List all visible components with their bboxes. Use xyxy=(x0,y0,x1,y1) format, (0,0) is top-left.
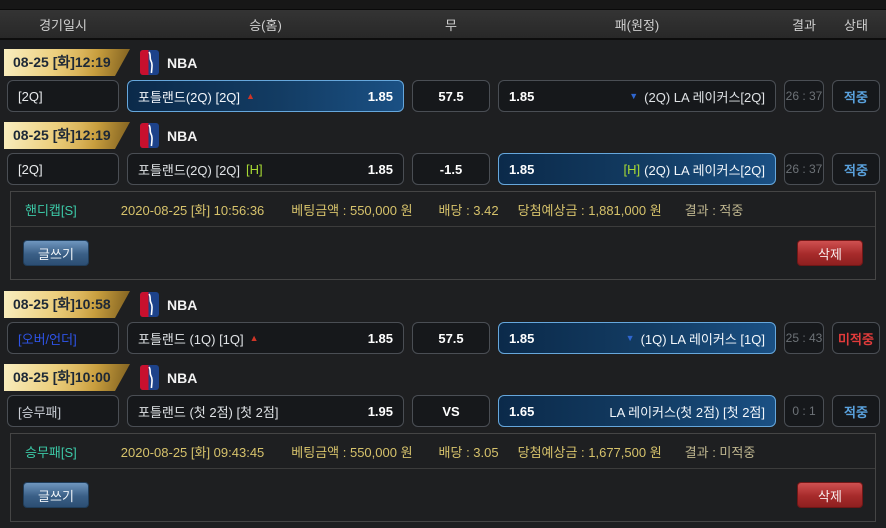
league-name: NBA xyxy=(167,296,198,313)
league-label: NBA xyxy=(140,292,197,317)
bet-datetime: 2020-08-25 [화] 09:43:45 xyxy=(120,444,265,460)
line-value[interactable]: 57.5 xyxy=(412,322,490,354)
write-post-button[interactable]: 글쓰기 xyxy=(23,240,89,266)
top-strip xyxy=(0,0,886,10)
line-value[interactable]: VS xyxy=(412,395,490,427)
league-name: NBA xyxy=(167,369,198,386)
nba-logo-icon xyxy=(140,365,159,390)
nba-logo-icon xyxy=(140,123,159,148)
score: 26 : 37 xyxy=(784,153,824,185)
match-header: 08-25 [화]10:00 NBA xyxy=(0,360,886,395)
nba-logo-icon xyxy=(140,50,159,75)
write-post-button[interactable]: 글쓰기 xyxy=(23,482,89,508)
away-bet-option[interactable]: 1.65 LA 레이커스(첫 2점) [첫 2점] xyxy=(498,395,776,427)
match-header: 08-25 [화]10:58 NBA xyxy=(0,287,886,322)
match-datetime-badge: 08-25 [화]12:19 xyxy=(4,49,130,76)
match-header: 08-25 [화]12:19 NBA xyxy=(0,118,886,153)
bet-summary: 핸디캡[S] 2020-08-25 [화] 10:56:36 베팅금액 : 55… xyxy=(11,192,875,227)
home-handicap-tag: [H] xyxy=(246,161,263,177)
league-label: NBA xyxy=(140,365,197,390)
expected-winnings: 당첨예상금 : 1,677,500 원 xyxy=(517,444,662,460)
delete-button[interactable]: 삭제 xyxy=(797,240,863,266)
score: 25 : 43 xyxy=(784,322,824,354)
away-bet-option[interactable]: 1.85 ▼ (2Q) LA 레이커스[2Q] xyxy=(498,80,776,112)
bet-row: [2Q] 포틀랜드(2Q) [2Q] ▲ 1.85 57.5 1.85 ▼ (2… xyxy=(0,80,886,112)
market-label: [오버/언더] xyxy=(7,322,119,354)
bet-datetime: 2020-08-25 [화] 10:56:36 xyxy=(120,202,265,218)
table-header: 경기일시 승(홈) 무 패(원정) 결과 상태 xyxy=(0,10,886,40)
col-header-home-win: 승(홈) xyxy=(249,17,282,33)
bet-row: [2Q] 포틀랜드(2Q) [2Q] [H] 1.85 -1.5 1.85 [H… xyxy=(0,153,886,185)
away-bet-option[interactable]: 1.85 ▼ (1Q) LA 레이커스 [1Q] xyxy=(498,322,776,354)
match-datetime-badge: 08-25 [화]12:19 xyxy=(4,122,130,149)
bet-odds: 배당 : 3.42 xyxy=(438,202,499,218)
ticket-footer: 승무패[S] 2020-08-25 [화] 09:43:45 베팅금액 : 55… xyxy=(10,433,876,522)
home-bet-option[interactable]: 포틀랜드(2Q) [2Q] ▲ 1.85 xyxy=(127,80,404,112)
line-value[interactable]: -1.5 xyxy=(412,153,490,185)
col-header-result: 결과 xyxy=(792,17,816,33)
bet-type: 핸디캡[S] xyxy=(25,202,77,218)
bet-amount: 베팅금액 : 550,000 원 xyxy=(291,202,413,218)
nba-logo-icon xyxy=(140,292,159,317)
bet-odds: 배당 : 3.05 xyxy=(438,444,499,460)
col-header-datetime: 경기일시 xyxy=(39,17,87,33)
bet-amount: 베팅금액 : 550,000 원 xyxy=(291,444,413,460)
bet-result: 결과 : 적중 xyxy=(684,202,744,218)
match-datetime-badge: 08-25 [화]10:00 xyxy=(4,364,130,391)
score: 0 : 1 xyxy=(784,395,824,427)
delete-button[interactable]: 삭제 xyxy=(797,482,863,508)
league-name: NBA xyxy=(167,127,198,144)
status-badge: 적중 xyxy=(832,80,880,112)
bet-type: 승무패[S] xyxy=(25,444,77,460)
score: 26 : 37 xyxy=(784,80,824,112)
line-value[interactable]: 57.5 xyxy=(412,80,490,112)
bet-row: [오버/언더] 포틀랜드 (1Q) [1Q] ▲ 1.85 57.5 1.85 … xyxy=(0,322,886,354)
expected-winnings: 당첨예상금 : 1,881,000 원 xyxy=(517,202,662,218)
match-datetime-badge: 08-25 [화]10:58 xyxy=(4,291,130,318)
odds-down-icon: ▼ xyxy=(629,91,639,101)
bet-summary: 승무패[S] 2020-08-25 [화] 09:43:45 베팅금액 : 55… xyxy=(11,434,875,469)
odds-down-icon: ▼ xyxy=(625,333,635,343)
home-bet-option[interactable]: 포틀랜드 (1Q) [1Q] ▲ 1.85 xyxy=(127,322,404,354)
ticket-footer: 핸디캡[S] 2020-08-25 [화] 10:56:36 베팅금액 : 55… xyxy=(10,191,876,280)
match-header: 08-25 [화]12:19 NBA xyxy=(0,45,886,80)
market-label: [승무패] xyxy=(7,395,119,427)
status-badge: 미적중 xyxy=(832,322,880,354)
ticket-actions: 글쓰기 삭제 xyxy=(11,227,875,279)
bet-ticket: 08-25 [화]12:19 NBA [2Q] 포틀랜드(2Q) [2Q] ▲ … xyxy=(0,45,886,280)
away-handicap-tag: [H] xyxy=(623,161,641,177)
status-badge: 적중 xyxy=(832,153,880,185)
bet-result: 결과 : 미적중 xyxy=(684,444,756,460)
bet-row: [승무패] 포틀랜드 (첫 2점) [첫 2점] 1.95 VS 1.65 LA… xyxy=(0,395,886,427)
col-header-status: 상태 xyxy=(844,17,868,33)
col-header-draw: 무 xyxy=(445,17,457,33)
market-label: [2Q] xyxy=(7,153,119,185)
market-label: [2Q] xyxy=(7,80,119,112)
away-bet-option[interactable]: 1.85 [H] (2Q) LA 레이커스[2Q] xyxy=(498,153,776,185)
ticket-actions: 글쓰기 삭제 xyxy=(11,469,875,521)
col-header-away-win: 패(원정) xyxy=(614,17,660,33)
home-bet-option[interactable]: 포틀랜드(2Q) [2Q] [H] 1.85 xyxy=(127,153,404,185)
league-label: NBA xyxy=(140,123,197,148)
league-name: NBA xyxy=(167,54,198,71)
odds-up-icon: ▲ xyxy=(249,333,259,343)
bet-ticket: 08-25 [화]10:58 NBA [오버/언더] 포틀랜드 (1Q) [1Q… xyxy=(0,287,886,522)
odds-up-icon: ▲ xyxy=(246,91,255,101)
home-bet-option[interactable]: 포틀랜드 (첫 2점) [첫 2점] 1.95 xyxy=(127,395,404,427)
league-label: NBA xyxy=(140,50,197,75)
status-badge: 적중 xyxy=(832,395,880,427)
